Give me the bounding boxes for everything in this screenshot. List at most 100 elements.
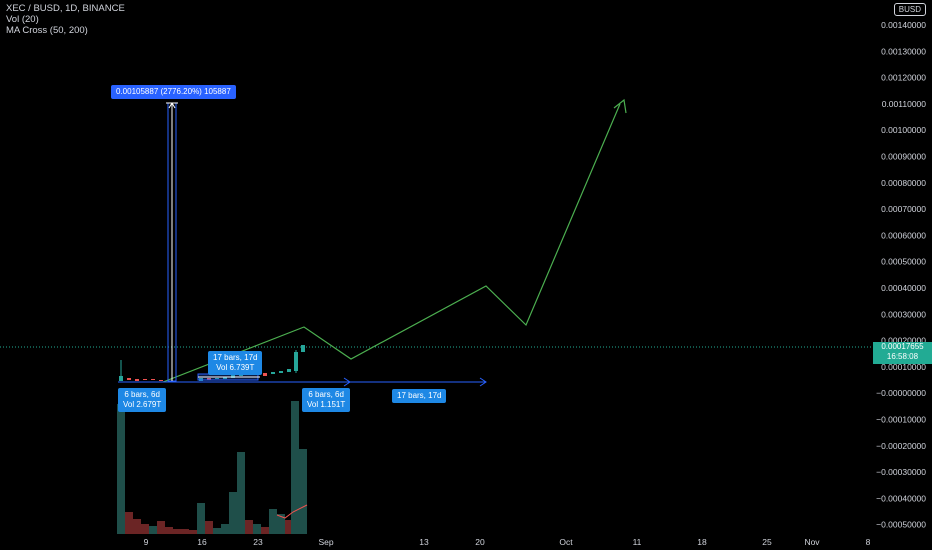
candle [294,352,298,371]
time-axis-label: Sep [318,537,333,547]
volume-bar [117,404,125,534]
volume-bar [165,527,173,534]
volume-bar [221,524,229,534]
price-axis-label: 0.00110000 [882,99,927,109]
volume-bar [229,492,237,534]
volume-bar [261,527,269,534]
price-axis-label: 0.00090000 [881,152,926,162]
volume-bar [141,524,149,534]
candle [119,376,123,381]
candle [159,380,163,381]
time-axis-label: 25 [762,537,772,547]
range-c-vol: Vol 1.151T [307,400,346,409]
time-axis-label: 13 [419,537,429,547]
range-d-badge: 17 bars, 17d [392,389,447,403]
time-axis-label: 9 [144,537,149,547]
volume-bars [117,401,308,534]
time-axis-label: 23 [253,537,263,547]
time-axis-label: 20 [475,537,485,547]
price-axis-label: −0.00010000 [876,415,926,425]
volume-bar [149,526,157,534]
price-axis-label: −0.00050000 [876,520,926,530]
volume-bar [237,452,245,534]
range-a-bars: 17 bars, 17d [213,353,258,362]
last-price-tag: 0.00017655 16:58:08 [873,342,932,364]
volume-bar [213,528,221,534]
price-axis-label: 0.00140000 [881,20,926,30]
range-b-vol: Vol 2.679T [123,400,162,409]
volume-bar [157,521,165,534]
volume-bar [205,521,213,534]
time-axis[interactable]: 9 16 23 Sep 13 20 Oct 11 18 25 Nov 8 [144,537,871,547]
volume-bar [269,509,277,534]
chart-legend: XEC / BUSD, 1D, BINANCE Vol (20) MA Cros… [6,3,125,36]
price-axis-label: 0.00050000 [881,257,926,267]
time-axis-label: 18 [697,537,707,547]
volume-bar [291,401,299,534]
volume-bar [245,520,253,534]
volume-bar [285,520,293,534]
candle [215,378,219,379]
volume-bar [299,449,307,534]
candle [151,379,155,380]
candlesticks [119,345,305,381]
last-price-value: 0.00017655 [881,342,924,351]
price-axis-label: −0.00040000 [876,493,926,503]
price-axis-label: 0.00080000 [881,178,926,188]
price-axis-label: 0.00060000 [881,230,926,240]
projection-arrowhead [613,98,627,114]
candle [263,373,267,376]
volume-ma-line [276,504,308,519]
price-axis-label: 0.00030000 [881,309,926,319]
date-range-tool-b[interactable] [118,377,487,387]
time-axis-label: Nov [804,537,820,547]
candle [127,378,131,380]
price-axis-label: 0.00010000 [881,362,926,372]
candle [279,371,283,373]
volume-bar [197,503,205,534]
price-axis-label: −0.00000000 [876,388,926,398]
range-a-badge: 17 bars, 17d Vol 6.739T [208,351,263,375]
candle [143,379,147,380]
projection-line[interactable] [162,103,621,383]
candle [207,378,211,380]
price-axis-label: 0.00040000 [881,283,926,293]
candle [271,372,275,374]
legend-vol[interactable]: Vol (20) [6,14,39,25]
price-range-badge: 0.00105887 (2776.20%) 105887 [111,85,236,99]
volume-bar [253,524,261,534]
time-axis-label: 16 [197,537,207,547]
legend-ma[interactable]: MA Cross (50, 200) [6,25,88,36]
last-price-countdown: 16:58:08 [886,352,919,361]
candle [135,379,139,381]
currency-button[interactable]: BUSD [893,3,926,16]
price-axis[interactable]: 0.00140000 0.00130000 0.00120000 0.00110000… [876,20,926,530]
volume-bar [173,529,181,534]
range-a-vol: Vol 6.739T [216,363,255,372]
range-b-bars: 6 bars, 6d [124,390,160,399]
price-axis-label: 0.00070000 [881,204,926,214]
candle [287,369,291,372]
price-axis-label: −0.00020000 [876,441,926,451]
volume-bar [133,519,141,534]
range-b-badge: 6 bars, 6d Vol 2.679T [118,388,167,412]
volume-bar [125,512,133,534]
candle [301,345,305,352]
price-axis-label: 0.00020000 [881,336,926,346]
volume-bar [181,529,189,534]
price-axis-label: 0.00130000 [881,46,926,56]
price-axis-label: 0.00100000 [881,125,926,135]
price-axis-label: 0.00120000 [881,73,926,83]
range-c-bars: 6 bars, 6d [308,390,344,399]
legend-symbol[interactable]: XEC / BUSD, 1D, BINANCE [6,3,125,14]
time-axis-label: Oct [559,537,573,547]
time-axis-label: 11 [633,537,642,547]
price-axis-label: −0.00030000 [876,467,926,477]
volume-bar [189,530,197,534]
candle [223,377,227,379]
range-c-badge: 6 bars, 6d Vol 1.151T [302,388,351,412]
price-range-tool[interactable] [166,102,178,382]
volume-bar [277,514,285,534]
time-axis-label: 8 [866,537,871,547]
